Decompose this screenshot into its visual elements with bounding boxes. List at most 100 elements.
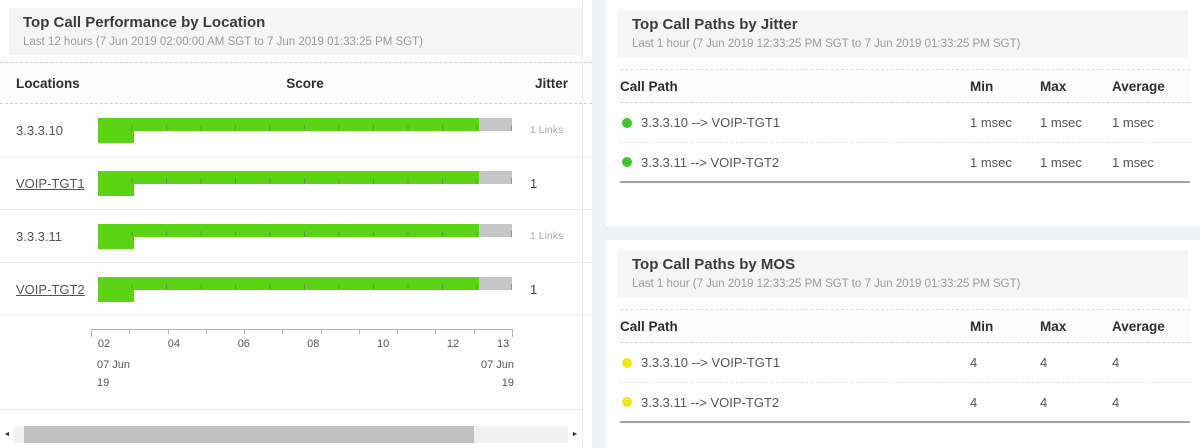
jitter-value: 1 <box>530 281 538 297</box>
axis-label: 04 <box>167 338 181 350</box>
axis-date-end-line2: 19 <box>501 377 514 389</box>
average-value: 4 <box>1112 394 1120 410</box>
score-bar-group[interactable] <box>98 223 512 249</box>
scroll-left-arrow-icon[interactable]: ◄ <box>3 431 11 438</box>
call-path-label: 3.3.3.10 --> VOIP-TGT1 <box>641 355 781 370</box>
column-header-score: Score <box>286 75 324 91</box>
location-row: VOIP-TGT1 1 <box>0 157 592 210</box>
panel-header: Top Call Performance by Location Last 12… <box>9 8 583 55</box>
axis-label: 06 <box>237 338 250 350</box>
panel-subtitle: Last 1 hour (7 Jun 2019 12:33:25 PM SGT … <box>632 38 1021 50</box>
call-path-row: 3.3.3.10 --> VOIP-TGT1 1 msec 1 msec 1 msec <box>620 103 1190 143</box>
call-path-label: 3.3.3.10 --> VOIP-TGT1 <box>641 115 781 130</box>
horizontal-gutter <box>606 226 1200 240</box>
scroll-right-arrow-icon[interactable]: ► <box>571 431 579 438</box>
call-path-table-body: 3.3.3.10 --> VOIP-TGT1 1 msec 1 msec 1 msec… <box>620 103 1190 183</box>
axis-tick <box>205 329 207 334</box>
location-row: 3.3.3.11 1 Links <box>0 210 592 263</box>
column-header-max: Max <box>1040 78 1067 94</box>
axis-date-start-line2: 19 <box>97 377 110 389</box>
column-header-max: Max <box>1040 318 1067 334</box>
axis-label: 02 <box>97 338 111 350</box>
time-axis: 07 Jun 19 07 Jun 19 02 04 06 08 10 12 13 <box>91 329 514 405</box>
location-label: 3.3.3.11 <box>16 228 63 244</box>
axis-date-start-line1: 07 Jun <box>97 359 131 371</box>
average-value: 4 <box>1112 355 1120 370</box>
axis-date-end-line1: 07 Jun <box>480 359 514 371</box>
left-panel-divider <box>0 409 583 410</box>
status-dot-icon <box>622 117 632 128</box>
score-bar-ticks <box>98 283 512 290</box>
score-bar-ticks <box>98 230 512 237</box>
column-header-min: Min <box>970 78 994 94</box>
call-path-label: 3.3.3.11 --> VOIP-TGT2 <box>641 394 780 410</box>
min-value: 1 msec <box>970 154 1012 170</box>
top-call-performance-panel: Top Call Performance by Location Last 12… <box>0 0 592 448</box>
call-path-cell: 3.3.3.11 --> VOIP-TGT2 <box>620 155 970 170</box>
column-header-call-path: Call Path <box>620 78 678 94</box>
locations-table-body: 3.3.3.10 1 Links VOIP-TGT1 1 3.3.3.11 1 Links… <box>0 104 592 316</box>
jitter-value: 1 <box>530 175 538 191</box>
axis-label: 12 <box>446 338 460 350</box>
axis-tick <box>358 329 360 334</box>
panel-header: Top Call Paths by Jitter Last 1 hour (7 … <box>618 10 1188 57</box>
call-path-cell: 3.3.3.10 --> VOIP-TGT1 <box>620 355 970 370</box>
max-value: 4 <box>1040 355 1048 370</box>
axis-tick <box>282 329 284 334</box>
axis-tick <box>129 329 131 334</box>
min-value: 1 msec <box>970 115 1012 130</box>
axis-tick <box>435 329 437 334</box>
locations-table-header: Locations Score Jitter <box>0 62 592 104</box>
location-link[interactable]: VOIP-TGT2 <box>16 281 85 297</box>
average-value: 1 msec <box>1112 154 1154 170</box>
call-path-label: 3.3.3.11 --> VOIP-TGT2 <box>641 154 780 170</box>
score-bar-short <box>98 289 135 302</box>
axis-tick <box>512 329 513 337</box>
column-header-average: Average <box>1112 318 1165 334</box>
axis-line <box>91 329 512 330</box>
panel-subtitle: Last 12 hours (7 Jun 2019 02:00:00 AM SG… <box>23 36 423 48</box>
call-path-table-header: Call Path Min Max Average <box>620 309 1190 343</box>
vertical-gutter <box>592 0 606 448</box>
score-bar-short <box>98 183 135 196</box>
score-bar-group[interactable] <box>98 276 512 302</box>
axis-date-end: 07 Jun 19 <box>481 356 514 392</box>
call-path-row: 3.3.3.11 --> VOIP-TGT2 1 msec 1 msec 1 msec <box>620 143 1190 183</box>
axis-tick <box>320 329 322 334</box>
panel-title: Top Call Performance by Location <box>23 14 266 31</box>
right-column: Top Call Paths by Jitter Last 1 hour (7 … <box>606 0 1200 448</box>
panel-title: Top Call Paths by Jitter <box>632 16 798 33</box>
panel-title: Top Call Paths by MOS <box>632 256 796 273</box>
top-call-paths-jitter-panel: Top Call Paths by Jitter Last 1 hour (7 … <box>606 0 1200 226</box>
location-row: 3.3.3.10 1 Links <box>0 104 592 157</box>
call-path-row: 3.3.3.11 --> VOIP-TGT2 4 4 4 <box>620 383 1190 423</box>
column-header-jitter: Jitter <box>534 75 568 91</box>
call-path-row: 3.3.3.10 --> VOIP-TGT1 4 4 4 <box>620 343 1190 383</box>
axis-label: 13 <box>497 338 510 350</box>
column-header-min: Min <box>970 318 994 334</box>
call-path-table-body: 3.3.3.10 --> VOIP-TGT1 4 4 4 3.3.3.11 --> VO… <box>620 343 1190 423</box>
scrollbar-track[interactable] <box>14 426 568 443</box>
score-bar-group[interactable] <box>98 117 512 143</box>
scrollbar-thumb[interactable] <box>24 426 474 443</box>
axis-tick <box>167 329 169 334</box>
h-scrollbar[interactable]: ◄ ► <box>0 426 582 443</box>
max-value: 1 msec <box>1040 115 1082 130</box>
score-bar <box>98 223 512 237</box>
call-path-cell: 3.3.3.10 --> VOIP-TGT1 <box>620 115 970 130</box>
axis-date-start: 07 Jun 19 <box>97 356 130 392</box>
score-bar-ticks <box>98 124 512 131</box>
status-dot-icon <box>622 397 632 407</box>
axis-label: 10 <box>377 338 390 350</box>
jitter-value: 1 Links <box>530 124 564 136</box>
status-dot-icon <box>622 357 632 368</box>
panel-subtitle: Last 1 hour (7 Jun 2019 12:33:25 PM SGT … <box>632 278 1021 290</box>
max-value: 1 msec <box>1040 154 1082 170</box>
call-path-table: Call Path Min Max Average 3.3.3.10 --> V… <box>620 69 1190 183</box>
axis-tick <box>473 329 475 334</box>
score-bar-group[interactable] <box>98 170 512 196</box>
location-link[interactable]: VOIP-TGT1 <box>16 175 85 191</box>
status-dot-icon <box>622 157 632 167</box>
jitter-value: 1 Links <box>530 230 564 242</box>
